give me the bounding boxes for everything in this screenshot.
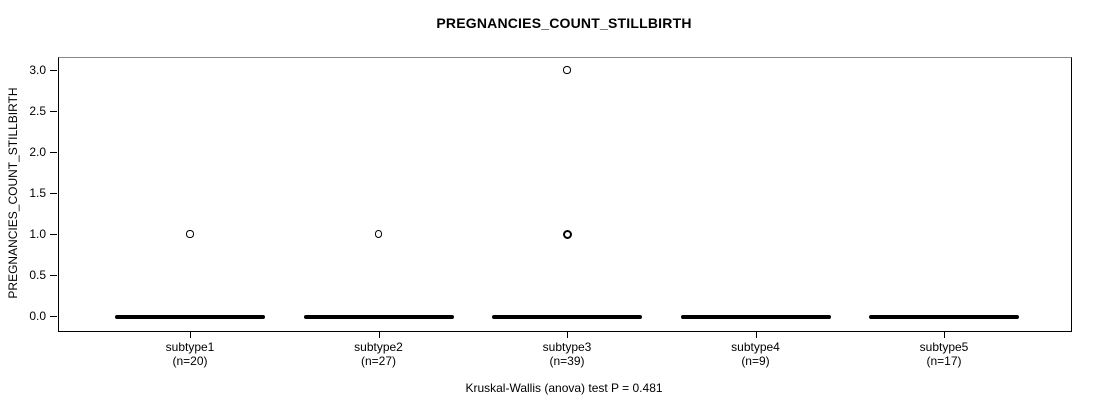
chart-title: PREGNANCIES_COUNT_STILLBIRTH: [436, 15, 692, 31]
x-category-name: subtype3: [542, 340, 592, 354]
y-tick-mark: [50, 234, 57, 235]
x-category-name: subtype5: [919, 340, 969, 354]
y-tick-label: 3.0: [29, 63, 46, 77]
outlier-point: [186, 230, 194, 238]
y-tick-mark: [50, 275, 57, 276]
box-median-line: [492, 314, 642, 319]
x-category-count: (n=17): [926, 354, 962, 368]
y-tick-label: 1.5: [29, 186, 46, 200]
y-tick-label: 0.0: [29, 309, 46, 323]
outlier-point: [374, 230, 383, 238]
x-category-name: subtype4: [731, 340, 780, 354]
box-median-line: [680, 314, 831, 319]
y-tick-label: 1.0: [29, 227, 46, 241]
x-category-count: (n=39): [549, 354, 585, 368]
x-category-label: subtype2 (n=27): [309, 340, 449, 368]
outlier-point: [562, 229, 572, 239]
x-tick-mark: [755, 331, 757, 338]
x-category-count: (n=27): [360, 354, 397, 368]
x-category-label: subtype3 (n=39): [497, 340, 637, 368]
y-tick-label: 0.5: [29, 268, 46, 282]
y-tick-label: 2.0: [29, 145, 46, 159]
x-tick-mark: [567, 331, 568, 338]
stat-annotation: Kruskal-Wallis (anova) test P = 0.481: [465, 381, 663, 395]
x-tick-mark: [378, 331, 380, 338]
y-tick-mark: [50, 193, 57, 194]
x-category-count: (n=20): [172, 354, 208, 368]
x-category-label: subtype4 (n=9): [686, 340, 826, 368]
outlier-point: [563, 66, 571, 74]
y-tick-mark: [50, 316, 57, 317]
x-category-label: subtype5 (n=17): [874, 340, 1014, 368]
x-category-label: subtype1 (n=20): [120, 340, 260, 368]
y-tick-label: 2.5: [29, 104, 46, 118]
box-median-line: [115, 314, 265, 319]
box-median-line: [303, 314, 454, 319]
x-category-count: (n=9): [741, 354, 770, 368]
x-tick-mark: [190, 331, 191, 338]
box-median-line: [869, 314, 1019, 319]
y-tick-mark: [50, 111, 57, 112]
y-tick-mark: [50, 70, 57, 71]
y-tick-mark: [50, 152, 57, 153]
x-category-name: subtype2: [354, 340, 403, 354]
plot-area: [58, 57, 1072, 332]
x-category-name: subtype1: [165, 340, 215, 354]
x-tick-mark: [944, 331, 945, 338]
